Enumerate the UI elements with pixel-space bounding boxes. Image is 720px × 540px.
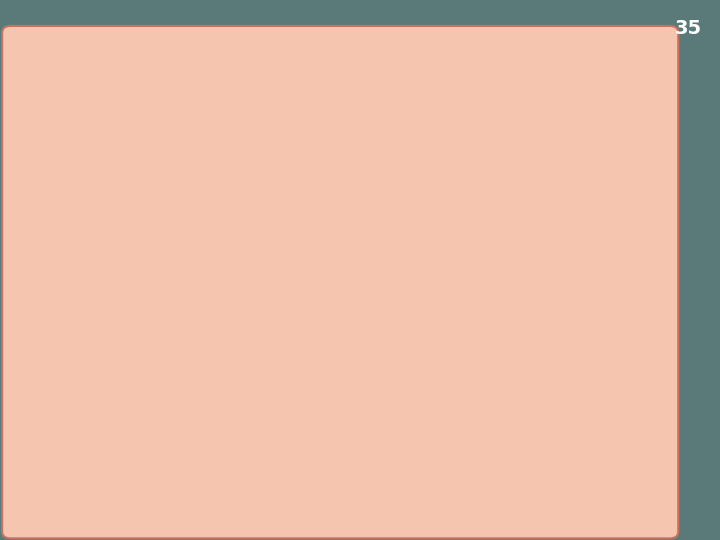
Text: I (a) Bronchopneumonia: I (a) Bronchopneumonia	[113, 442, 327, 459]
Text: ▫: ▫	[85, 291, 94, 305]
Text: •: •	[40, 75, 54, 95]
Text: •: •	[40, 410, 54, 430]
Text: (d) Prostatic  adenoma: (d) Prostatic adenoma	[113, 198, 319, 215]
Text: (b) Multiple  fractures: (b) Multiple fractures	[113, 320, 308, 337]
Text: 35: 35	[675, 19, 702, 38]
Text: ▫: ▫	[85, 443, 94, 457]
Text: ▫: ▫	[85, 139, 94, 153]
Text: Select  prostatic  adenoma  (D29.1).: Select prostatic adenoma (D29.1).	[73, 229, 392, 246]
Text: ▫: ▫	[85, 169, 94, 183]
Text: ▫: ▫	[85, 109, 94, 123]
Text: I (a) Cerebral  haemorrhage: I (a) Cerebral haemorrhage	[113, 107, 361, 124]
Text: II Secondary  anaemia  and  chronic  lymphatic: II Secondary anaemia and chronic lymphat…	[113, 472, 531, 489]
Text: •: •	[40, 227, 54, 247]
Text: Select  pedestrian  hit  by  truck  (V04.1).: Select pedestrian hit by truck (V04.1).	[73, 381, 438, 398]
Text: ▫: ▫	[85, 352, 94, 366]
Text: ▫: ▫	[85, 322, 94, 335]
Text: Example 9:: Example 9:	[73, 258, 198, 278]
Text: Example 10:: Example 10:	[73, 410, 212, 430]
Text: •: •	[40, 380, 54, 400]
Text: (c) Pedestrian  hit  by  truck (traffic  accident): (c) Pedestrian hit by truck (traffic acc…	[113, 350, 518, 368]
Text: ▫: ▫	[85, 200, 94, 214]
Text: Example 8:: Example 8:	[73, 75, 198, 95]
Text: (b) Hypertension: (b) Hypertension	[113, 137, 263, 154]
Text: ▫: ▫	[85, 474, 94, 488]
Text: •: •	[40, 258, 54, 278]
Text: I (a) Traumatic  shock: I (a) Traumatic shock	[113, 289, 307, 307]
Text: leukaemia Selectbronchopneumonia.: leukaemia Selectbronchopneumonia.	[126, 503, 453, 520]
Text: (c) Chronic  pyelonephritis: (c) Chronic pyelonephritis	[113, 168, 349, 185]
